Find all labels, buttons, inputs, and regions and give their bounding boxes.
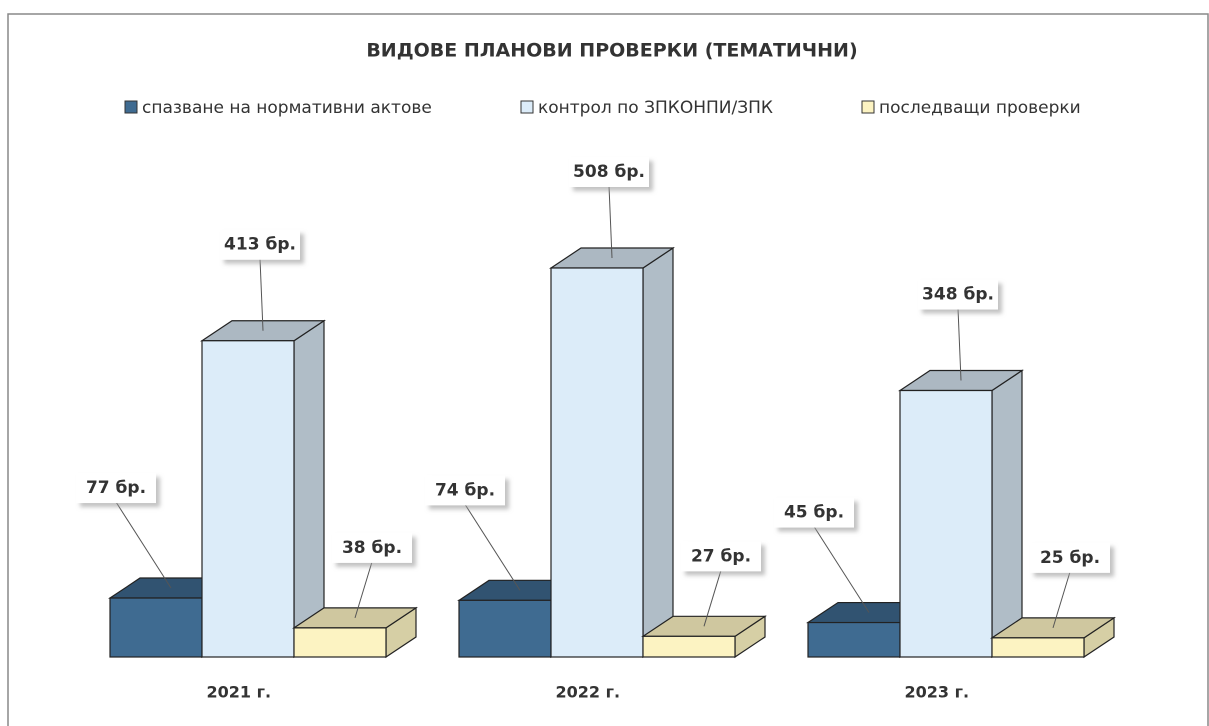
value-label-box: [918, 279, 998, 310]
bar-side: [991, 369, 1023, 659]
frame: [7, 13, 1209, 726]
bar: [293, 627, 387, 658]
leader-line: [813, 526, 870, 613]
leader-line: [464, 504, 521, 591]
value-label: 413 бр.: [224, 235, 296, 255]
value-label: 38 бр.: [342, 538, 402, 558]
bar: [642, 635, 736, 658]
value-label-box: [332, 532, 412, 563]
bar: [201, 340, 295, 658]
bar-side: [293, 319, 325, 659]
leader-line: [957, 308, 962, 381]
value-label-box: [425, 475, 505, 506]
bar: [109, 597, 203, 658]
leader-line: [354, 561, 373, 619]
value-label-box: [1030, 542, 1110, 573]
value-label: 508 бр.: [573, 162, 645, 182]
legend-label: контрол по ЗПКОНПИ/ЗПК: [538, 98, 773, 118]
value-label-box: [681, 541, 761, 572]
value-label: 77 бр.: [86, 478, 146, 498]
legend-swatch: [861, 100, 875, 114]
bar: [991, 637, 1085, 658]
value-label-box: [76, 473, 156, 504]
x-tick-label: 2021 г.: [207, 683, 272, 702]
x-tick-label: 2022 г.: [556, 683, 621, 702]
value-label-box: [220, 229, 300, 260]
legend-label: спазване на нормативни актове: [142, 98, 432, 118]
legend-swatch: [520, 100, 534, 114]
value-label: 27 бр.: [691, 546, 751, 566]
value-label: 74 бр.: [435, 480, 495, 500]
bar-side: [642, 246, 674, 659]
legend-swatch: [124, 100, 138, 114]
legend-label: последващи проверки: [879, 98, 1081, 118]
bar: [899, 389, 993, 658]
value-label: 45 бр.: [784, 503, 844, 523]
leader-line: [1052, 571, 1071, 629]
value-label: 25 бр.: [1040, 548, 1100, 568]
value-label-box: [774, 497, 854, 528]
leader-line: [259, 258, 264, 331]
value-label: 348 бр.: [922, 285, 994, 305]
value-label-box: [569, 157, 649, 187]
leader-line: [608, 185, 613, 259]
bar: [807, 621, 901, 658]
leader-line: [703, 570, 722, 627]
x-tick-label: 2023 г.: [905, 683, 970, 702]
bar: [458, 599, 552, 658]
bar: [550, 267, 644, 658]
chart-title: ВИДОВЕ ПЛАНОВИ ПРОВЕРКИ (ТЕМАТИЧНИ): [366, 40, 857, 62]
leader-line: [115, 501, 172, 589]
